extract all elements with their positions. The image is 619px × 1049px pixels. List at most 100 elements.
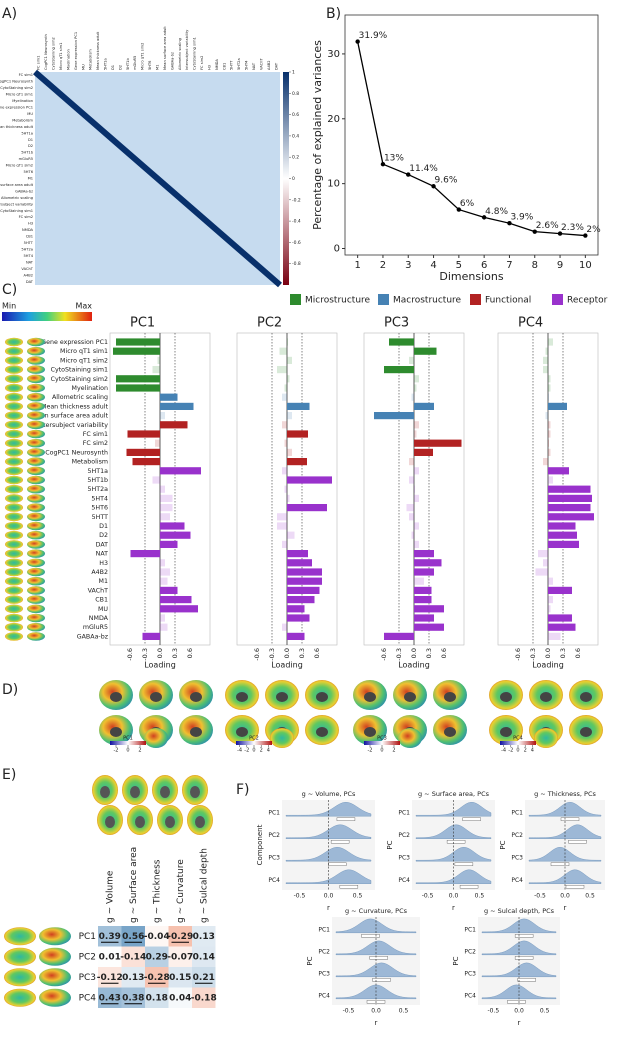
row-label: PC2 [318, 948, 330, 955]
row-label: FC sim2 [19, 215, 33, 219]
feature-label: A4B2 [91, 569, 108, 576]
bar [543, 366, 548, 374]
box [372, 978, 391, 982]
x-tick-label: 0.6 [313, 648, 321, 658]
bar [160, 522, 185, 530]
feature-label: Mean surface area adult [31, 413, 108, 420]
bar [545, 412, 548, 420]
bar [414, 614, 434, 622]
x-tick-label: 0.3 [559, 648, 567, 658]
colorbar-tick-label: 0 [292, 176, 295, 182]
bar [287, 412, 292, 420]
brain-thumbnail [5, 365, 23, 374]
point [456, 207, 462, 212]
value-label: 2% [586, 225, 601, 235]
bar [535, 568, 548, 576]
brain-thumbnail [27, 604, 45, 614]
brain-medial [580, 727, 592, 737]
bar [142, 632, 160, 640]
x-tick-label: 0.6 [574, 648, 582, 658]
brain-thumbnail [27, 457, 45, 466]
cell [192, 987, 216, 1008]
x-tick-label: -0.3 [141, 648, 149, 661]
plot-frame [344, 14, 599, 256]
row-label: CytoStaining sim2 [0, 86, 33, 90]
bar [414, 586, 432, 594]
column-label: D2 [118, 65, 122, 70]
bar [548, 605, 551, 613]
brain-thumbnail [27, 549, 45, 558]
feature-label: 5HT2a [88, 486, 109, 493]
map-name: PC4 [513, 736, 523, 742]
feature-label: 5HT1a [88, 468, 109, 475]
bar [548, 338, 553, 346]
bar [414, 540, 419, 548]
colorbar-tick-label: 0.6 [292, 112, 299, 118]
x-tick-label: 0.3 [298, 648, 306, 658]
colorbar-tick-label: 0.4 [292, 133, 299, 139]
box [369, 956, 388, 960]
row-label: PC3 [398, 855, 410, 862]
cell-value: 0.01 [99, 952, 121, 962]
bar [548, 448, 551, 456]
row-label: PC2 [464, 948, 476, 955]
bar [279, 347, 287, 355]
brain-thumbnail [27, 466, 45, 476]
bar [127, 430, 160, 438]
cell-value: 0.29 [146, 952, 168, 962]
legend-label: Microstructure [305, 296, 371, 306]
box [565, 885, 585, 889]
panel-label: B) [326, 6, 341, 22]
feature-label: Micro qT1 sim2 [60, 357, 108, 364]
cell [192, 926, 216, 947]
row-label: PC4 [79, 993, 97, 1003]
row-label: Micro qT1 sim2 [6, 164, 33, 168]
panel-title: PC4 [518, 316, 543, 331]
row-label: PC1 [398, 810, 410, 817]
column-label: H3 [207, 65, 211, 70]
row-label: PC1 [268, 810, 280, 817]
bar [548, 522, 576, 530]
column-label: FC sim1 [37, 56, 41, 70]
feature-label: Gene expression PC1 [41, 339, 108, 346]
feature-label: 5HTT [92, 514, 108, 521]
column-header: g ~ Curvature [176, 859, 186, 923]
colorbar-tick-label: 0 [252, 748, 255, 754]
feature-label: FC sim1 [83, 431, 108, 438]
bar [160, 568, 170, 576]
brain-thumbnail [5, 530, 23, 540]
brain-medial [105, 816, 115, 828]
brain-medial [364, 727, 376, 737]
bar [282, 393, 287, 401]
box [517, 978, 536, 982]
row-label: PC4 [464, 992, 476, 999]
bar [548, 375, 551, 383]
brain-thumbnail [5, 484, 23, 494]
row-label: 5HT1b [21, 151, 33, 155]
cell [98, 987, 122, 1008]
plot-title: g ~ Sulcal depth, PCs [484, 907, 555, 915]
row-label: NAT [26, 260, 34, 264]
feature-label: 5HT4 [91, 495, 108, 502]
bar [548, 540, 579, 548]
x-axis-label: r [375, 1019, 378, 1027]
brain-view [534, 728, 558, 748]
brain-medial [444, 727, 456, 737]
row-label: 5HT2a [21, 248, 33, 252]
brain-thumbnail [27, 420, 45, 430]
cell-value: -0.28 [144, 973, 170, 983]
bar [284, 485, 287, 493]
cell [121, 967, 145, 988]
legend-label: Macrostructure [393, 296, 462, 306]
x-tick-label: 8 [532, 260, 538, 271]
x-axis-label: r [452, 904, 455, 912]
brain-thumbnail [27, 586, 45, 595]
x-tick-label: 0.5 [540, 1008, 550, 1015]
bar [132, 458, 160, 466]
bar [287, 375, 290, 383]
bar [545, 347, 548, 355]
brain-thumbnail [5, 438, 23, 448]
feature-label: CB1 [95, 597, 108, 604]
brain-thumbnail [5, 540, 23, 549]
brain-medial [150, 692, 162, 702]
